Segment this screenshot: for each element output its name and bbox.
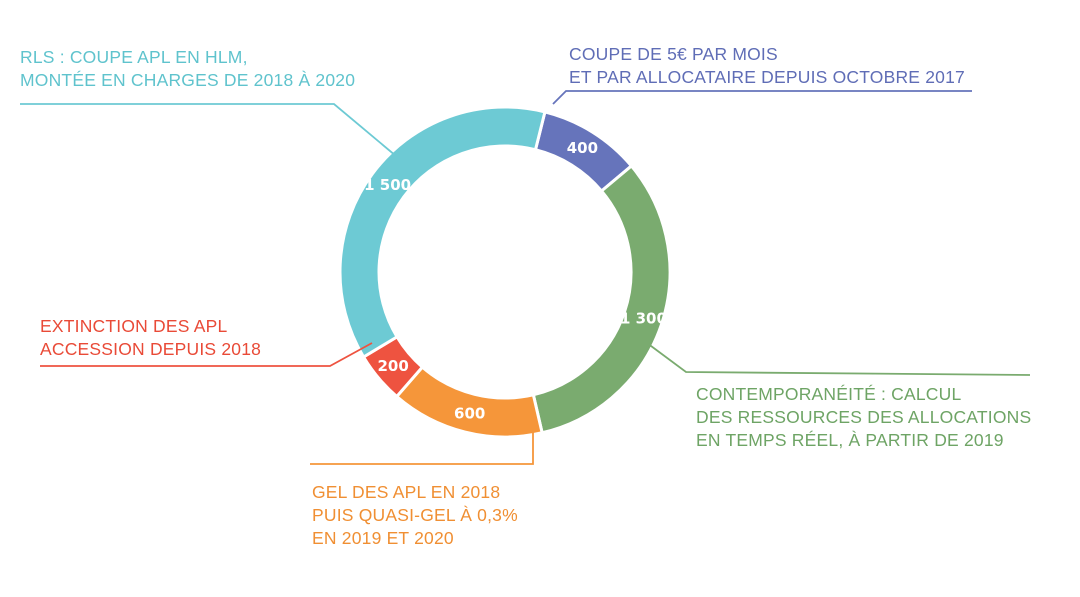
callout-rls: RLS : COUPE APL EN HLM, MONTÉE EN CHARGE… [20, 47, 355, 90]
leader-line-rls [20, 103, 397, 157]
slice-gel [394, 364, 544, 439]
slice-contemporaneite [531, 163, 672, 435]
slice-value-coupe5: 400 [567, 139, 598, 157]
leader-line-gel [310, 423, 534, 465]
slice-value-gel: 600 [454, 405, 485, 423]
slice-value-rls: 1 500 [364, 176, 411, 194]
slice-value-extinction: 200 [378, 357, 409, 375]
donut-slices: 400 1 300 600 200 1 500 [338, 105, 672, 439]
callout-coupe5: COUPE DE 5€ PAR MOIS ET PAR ALLOCATAIRE … [569, 44, 965, 87]
callout-extinction: EXTINCTION DES APL ACCESSION DEPUIS 2018 [40, 316, 261, 359]
leader-line-coupe5 [552, 90, 972, 105]
callout-leader-lines [20, 90, 1031, 465]
leader-line-contemporaneite [646, 342, 1031, 376]
slice-value-contemporaneite: 1 300 [620, 309, 667, 327]
callout-contemporaneite: CONTEMPORANÉITÉ : CALCUL DES RESSOURCES … [696, 384, 1036, 450]
callout-gel: GEL DES APL EN 2018 PUIS QUASI-GEL À 0,3… [312, 482, 523, 548]
slice-rls [338, 105, 547, 360]
leader-line-extinction [40, 342, 373, 367]
